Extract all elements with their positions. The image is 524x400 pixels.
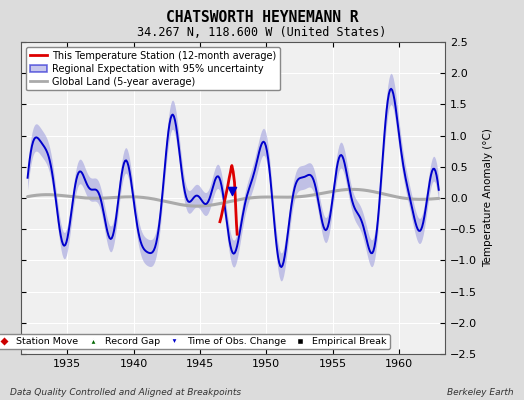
Text: CHATSWORTH HEYNEMANN R: CHATSWORTH HEYNEMANN R: [166, 10, 358, 25]
Y-axis label: Temperature Anomaly (°C): Temperature Anomaly (°C): [483, 128, 493, 268]
Text: Data Quality Controlled and Aligned at Breakpoints: Data Quality Controlled and Aligned at B…: [10, 388, 242, 397]
Point: [227, 187, 236, 194]
Text: Berkeley Earth: Berkeley Earth: [447, 388, 514, 397]
Text: 34.267 N, 118.600 W (United States): 34.267 N, 118.600 W (United States): [137, 26, 387, 39]
Legend: Station Move, Record Gap, Time of Obs. Change, Empirical Break: Station Move, Record Gap, Time of Obs. C…: [0, 334, 390, 349]
